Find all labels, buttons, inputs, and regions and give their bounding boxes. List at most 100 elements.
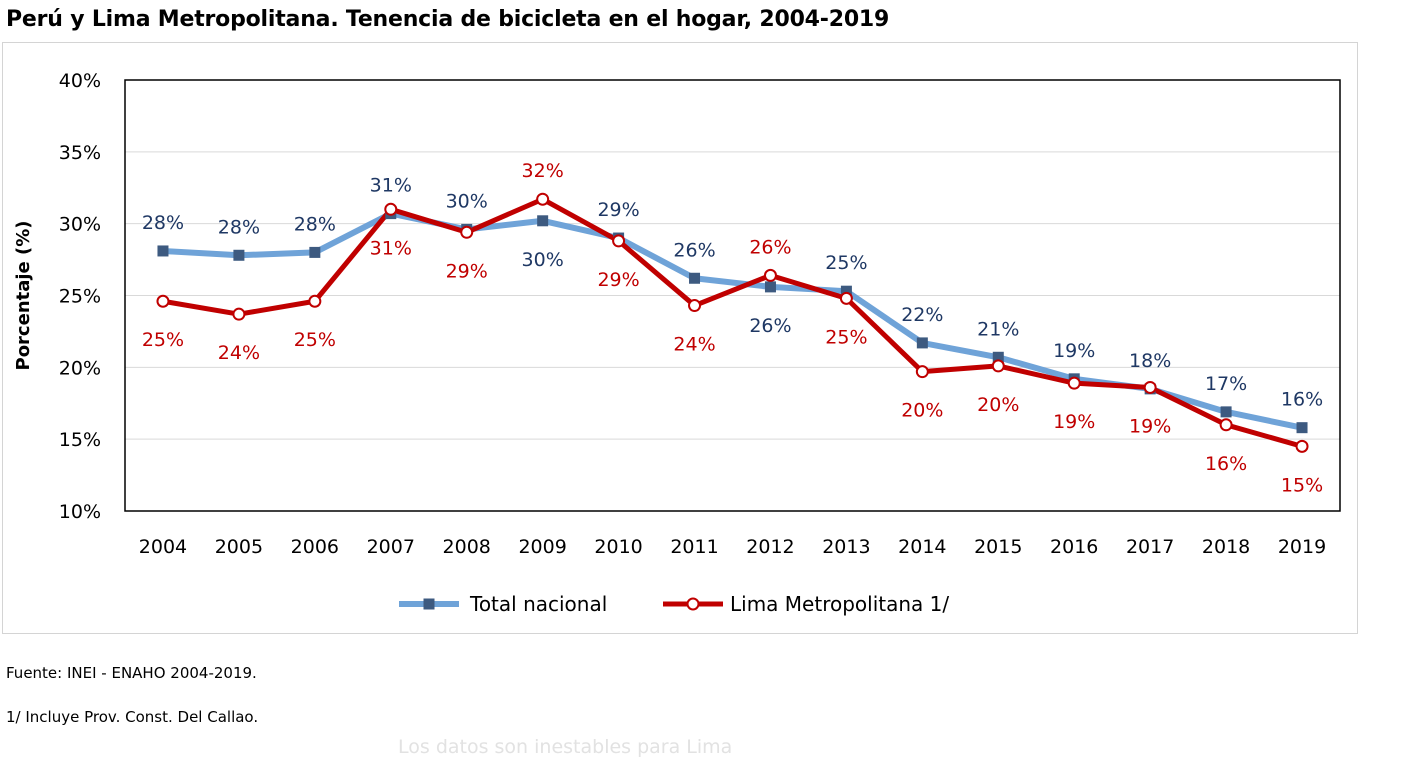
x-tick-label: 2008 — [443, 536, 491, 558]
x-tick-label: 2016 — [1050, 536, 1098, 558]
x-tick-label: 2011 — [670, 536, 718, 558]
chart-area: 10% 15% 20% 25% 30% 35% 40% 2004 2005 2006 2007 200… — [2, 42, 1358, 634]
legend-label: Lima Metropolitana 1/ — [730, 592, 949, 616]
x-tick-label: 2007 — [367, 536, 415, 558]
data-label: 29% — [446, 260, 488, 282]
series-line — [159, 210, 1306, 431]
chart-title: Perú y Lima Metropolitana. Tenencia de b… — [6, 7, 890, 32]
faded-note: Los datos son inestables para Lima — [398, 736, 733, 758]
series — [156, 192, 1309, 453]
y-tick-label: 20% — [59, 357, 101, 379]
data-point — [916, 337, 928, 349]
data-point — [309, 246, 321, 258]
data-point — [460, 225, 474, 239]
x-tick-label: 2013 — [822, 536, 870, 558]
data-label: 25% — [825, 252, 867, 274]
data-point — [308, 294, 322, 308]
y-tick-label: 10% — [59, 501, 101, 523]
grid-lines — [125, 151, 1340, 440]
data-label: 32% — [522, 160, 564, 182]
data-point — [156, 294, 170, 308]
data-label: 20% — [901, 400, 943, 422]
y-tick-label: 15% — [59, 429, 101, 451]
data-point — [840, 285, 852, 297]
data-label: 29% — [597, 269, 639, 291]
y-tick-label: 30% — [59, 214, 101, 236]
series-line — [160, 196, 1305, 449]
data-labels: 28% 28% 28% 31% 30% 30% 29% 26% 26% 25% 22% 21% 19% 1… — [142, 160, 1323, 496]
data-label: 25% — [142, 329, 184, 351]
data-point — [991, 359, 1005, 373]
x-tick-label: 2005 — [215, 536, 263, 558]
data-point — [1143, 380, 1157, 394]
data-point — [915, 365, 929, 379]
data-label: 19% — [1053, 340, 1095, 362]
data-label: 28% — [294, 213, 336, 235]
x-tick-label: 2017 — [1126, 536, 1174, 558]
x-tick-label: 2019 — [1278, 536, 1326, 558]
data-point — [1219, 418, 1233, 432]
data-label: 15% — [1281, 474, 1323, 496]
data-label: 21% — [977, 318, 1019, 340]
data-label: 17% — [1205, 373, 1247, 395]
data-point — [1296, 422, 1308, 434]
x-tick-label: 2004 — [139, 536, 187, 558]
data-point — [536, 192, 550, 206]
x-tick-label: 2015 — [974, 536, 1022, 558]
data-point — [384, 202, 398, 216]
data-point — [688, 299, 702, 313]
legend-label: Total nacional — [469, 592, 607, 616]
data-point — [992, 351, 1004, 363]
data-label: 25% — [825, 326, 867, 348]
data-point — [537, 215, 549, 227]
data-label: 18% — [1129, 350, 1171, 372]
data-label: 16% — [1205, 453, 1247, 475]
footnote: 1/ Incluye Prov. Const. Del Callao. — [6, 708, 259, 726]
data-label: 19% — [1053, 411, 1095, 433]
data-label: 30% — [522, 249, 564, 271]
x-tick-label: 2014 — [898, 536, 946, 558]
data-label: 26% — [749, 236, 791, 258]
data-label: 26% — [673, 239, 715, 261]
y-axis-title: Porcentaje (%) — [13, 220, 34, 370]
data-label: 31% — [370, 175, 412, 197]
data-label: 28% — [142, 212, 184, 234]
line-chart: 10% 15% 20% 25% 30% 35% 40% 2004 2005 2006 2007 200… — [13, 70, 1341, 616]
y-tick-label: 35% — [59, 142, 101, 164]
data-point — [689, 272, 701, 284]
data-label: 24% — [673, 334, 715, 356]
data-point — [763, 268, 777, 282]
data-label: 31% — [370, 237, 412, 259]
plot-border — [124, 79, 1341, 512]
data-label: 16% — [1281, 389, 1323, 411]
data-label: 30% — [446, 190, 488, 212]
data-label: 29% — [597, 199, 639, 221]
x-tick-label: 2018 — [1202, 536, 1250, 558]
data-label: 19% — [1129, 415, 1171, 437]
legend-marker — [686, 597, 700, 611]
legend-marker — [423, 598, 435, 610]
data-point — [233, 249, 245, 261]
data-point — [1220, 406, 1232, 418]
data-point — [612, 234, 626, 248]
data-point — [764, 281, 776, 293]
data-point — [157, 245, 169, 257]
x-tick-label: 2012 — [746, 536, 794, 558]
data-point — [1295, 439, 1309, 453]
data-point — [839, 291, 853, 305]
axes: 10% 15% 20% 25% 30% 35% 40% 2004 2005 2006 2007 200… — [13, 70, 1341, 558]
source-note: Fuente: INEI - ENAHO 2004-2019. — [6, 664, 257, 682]
data-label: 22% — [901, 304, 943, 326]
y-tick-label: 25% — [59, 286, 101, 308]
data-label: 20% — [977, 394, 1019, 416]
data-point — [1067, 376, 1081, 390]
x-tick-label: 2009 — [518, 536, 566, 558]
data-label: 24% — [218, 342, 260, 364]
x-tick-label: 2006 — [291, 536, 339, 558]
data-label: 28% — [218, 216, 260, 238]
y-tick-label: 40% — [59, 70, 101, 92]
data-label: 26% — [749, 315, 791, 337]
legend: Total nacional Lima Metropolitana 1/ — [399, 592, 949, 616]
data-point — [232, 307, 246, 321]
x-tick-label: 2010 — [594, 536, 642, 558]
